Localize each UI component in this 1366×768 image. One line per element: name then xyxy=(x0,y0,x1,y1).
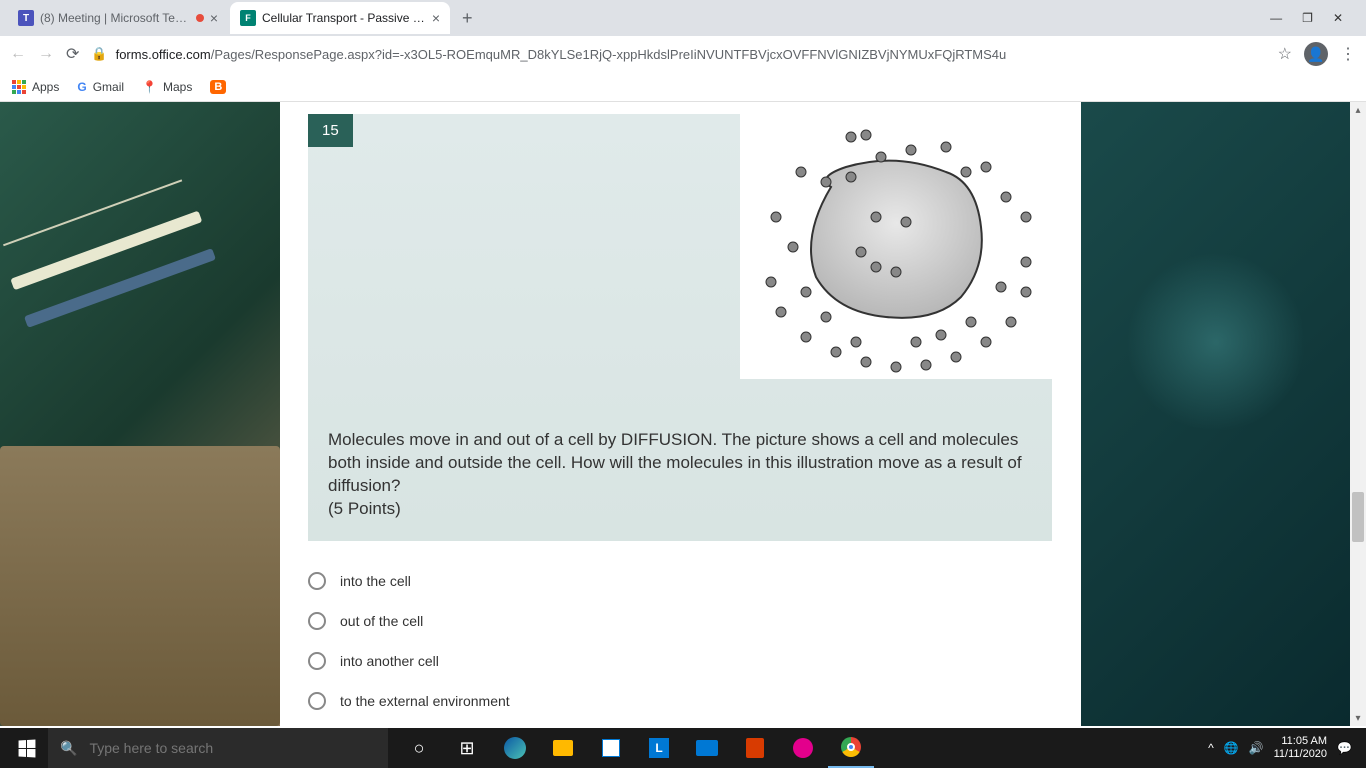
bookmark-label: Apps xyxy=(32,80,59,94)
bookmark-blogger[interactable]: B xyxy=(210,80,226,94)
teams-icon: T xyxy=(18,10,34,26)
option-label: into the cell xyxy=(340,573,411,589)
bookmark-star-icon[interactable]: ☆ xyxy=(1278,44,1292,64)
new-tab-button[interactable]: + xyxy=(452,8,483,29)
forms-icon: F xyxy=(240,10,256,26)
option-label: into another cell xyxy=(340,653,439,669)
nav-bar: ← → ⟳ 🔒 forms.office.com/Pages/ResponseP… xyxy=(0,36,1366,72)
taskbar-search[interactable]: 🔍 xyxy=(48,728,388,768)
option[interactable]: into another cell xyxy=(308,641,1052,681)
window-controls: — ❐ ✕ xyxy=(1270,11,1358,25)
taskview-icon[interactable]: ⊞ xyxy=(444,728,490,768)
edge-icon[interactable] xyxy=(492,728,538,768)
bookmark-maps[interactable]: 📍 Maps xyxy=(142,80,192,94)
radio-button[interactable] xyxy=(308,652,326,670)
lock-icon: 🔒 xyxy=(91,46,107,62)
options-list: into the cell out of the cell into another… xyxy=(280,541,1080,726)
option[interactable]: out of the cell xyxy=(308,601,1052,641)
time: 11:05 AM xyxy=(1274,735,1327,748)
tab-title: (8) Meeting | Microsoft Team xyxy=(40,11,190,25)
tab-title: Cellular Transport - Passive and A xyxy=(262,11,426,25)
scrollbar[interactable]: ▴ ▾ xyxy=(1350,102,1366,726)
bookmark-label: Gmail xyxy=(93,80,124,94)
question-text: Molecules move in and out of a cell by D… xyxy=(328,430,1022,495)
scroll-down-button[interactable]: ▾ xyxy=(1350,710,1366,726)
form-container: 15 Molecules move in and out of a cell b… xyxy=(280,102,1080,726)
browser-chrome: T (8) Meeting | Microsoft Team × F Cellu… xyxy=(0,0,1366,102)
volume-icon[interactable]: 🔊 xyxy=(1249,741,1264,755)
apps-icon xyxy=(12,80,26,94)
bookmarks-bar: Apps G Gmail 📍 Maps B xyxy=(0,72,1366,102)
bookmark-label: Maps xyxy=(163,80,192,94)
task-icons: ○ ⊞ L xyxy=(396,728,874,768)
tray-expand-icon[interactable]: ^ xyxy=(1208,741,1214,755)
system-tray: ^ 🌐 🔊 11:05 AM 11/11/2020 💬 xyxy=(1208,735,1362,761)
app-icon[interactable]: L xyxy=(636,728,682,768)
reload-button[interactable]: ⟳ xyxy=(66,44,79,64)
question-points: (5 Points) xyxy=(328,499,401,518)
option[interactable]: to the external environment xyxy=(308,681,1052,721)
tab-bar: T (8) Meeting | Microsoft Team × F Cellu… xyxy=(0,0,1366,36)
store-icon[interactable] xyxy=(588,728,634,768)
search-input[interactable] xyxy=(89,740,376,756)
radio-button[interactable] xyxy=(308,572,326,590)
option[interactable]: into the cell xyxy=(308,561,1052,601)
url-path: /Pages/ResponsePage.aspx?id=-x3OL5-ROEmq… xyxy=(211,47,1007,62)
notifications-icon[interactable]: 💬 xyxy=(1337,741,1352,755)
question-number: 15 xyxy=(308,114,353,147)
maps-icon: 📍 xyxy=(142,80,157,94)
date: 11/11/2020 xyxy=(1274,748,1327,761)
start-button[interactable] xyxy=(4,728,48,768)
maximize-button[interactable]: ❐ xyxy=(1302,11,1313,25)
question-image xyxy=(740,114,1052,379)
bookmark-apps[interactable]: Apps xyxy=(12,80,59,94)
url-bar[interactable]: 🔒 forms.office.com/Pages/ResponsePage.as… xyxy=(91,46,1265,62)
scroll-thumb[interactable] xyxy=(1352,492,1364,542)
windows-icon xyxy=(18,739,35,757)
tab-teams[interactable]: T (8) Meeting | Microsoft Team × xyxy=(8,2,228,34)
cell-diagram xyxy=(746,117,1046,377)
cortana-icon[interactable]: ○ xyxy=(396,728,442,768)
radio-button[interactable] xyxy=(308,692,326,710)
scroll-up-button[interactable]: ▴ xyxy=(1350,102,1366,118)
search-icon: 🔍 xyxy=(60,740,77,757)
minimize-button[interactable]: — xyxy=(1270,11,1282,25)
clock[interactable]: 11:05 AM 11/11/2020 xyxy=(1274,735,1327,761)
gmail-icon: G xyxy=(77,80,86,94)
close-icon[interactable]: × xyxy=(432,10,440,26)
menu-icon[interactable]: ⋮ xyxy=(1340,44,1356,64)
back-button[interactable]: ← xyxy=(10,45,26,63)
chrome-icon[interactable] xyxy=(828,728,874,768)
question-text-block: Molecules move in and out of a cell by D… xyxy=(308,379,1052,541)
groove-icon[interactable] xyxy=(780,728,826,768)
url-host: forms.office.com xyxy=(116,47,211,62)
question-header: 15 xyxy=(308,114,1052,379)
background-left xyxy=(0,102,280,726)
radio-button[interactable] xyxy=(308,612,326,630)
close-button[interactable]: ✕ xyxy=(1333,11,1343,25)
explorer-icon[interactable] xyxy=(540,728,586,768)
recording-icon xyxy=(196,14,204,22)
tab-forms[interactable]: F Cellular Transport - Passive and A × xyxy=(230,2,450,34)
mail-icon[interactable] xyxy=(684,728,730,768)
option-label: to the external environment xyxy=(340,693,510,709)
option-label: out of the cell xyxy=(340,613,423,629)
taskbar: 🔍 ○ ⊞ L ^ 🌐 🔊 11:05 AM 11/11/2020 💬 xyxy=(0,728,1366,768)
forward-button[interactable]: → xyxy=(38,45,54,63)
question-card: 15 Molecules move in and out of a cell b… xyxy=(308,114,1052,541)
page-content: 15 Molecules move in and out of a cell b… xyxy=(0,102,1366,726)
blogger-icon: B xyxy=(210,80,226,94)
background-right xyxy=(1081,102,1356,726)
profile-icon[interactable]: 👤 xyxy=(1304,42,1328,66)
close-icon[interactable]: × xyxy=(210,10,218,26)
network-icon[interactable]: 🌐 xyxy=(1224,741,1239,755)
bookmark-gmail[interactable]: G Gmail xyxy=(77,80,124,94)
office-icon[interactable] xyxy=(732,728,778,768)
